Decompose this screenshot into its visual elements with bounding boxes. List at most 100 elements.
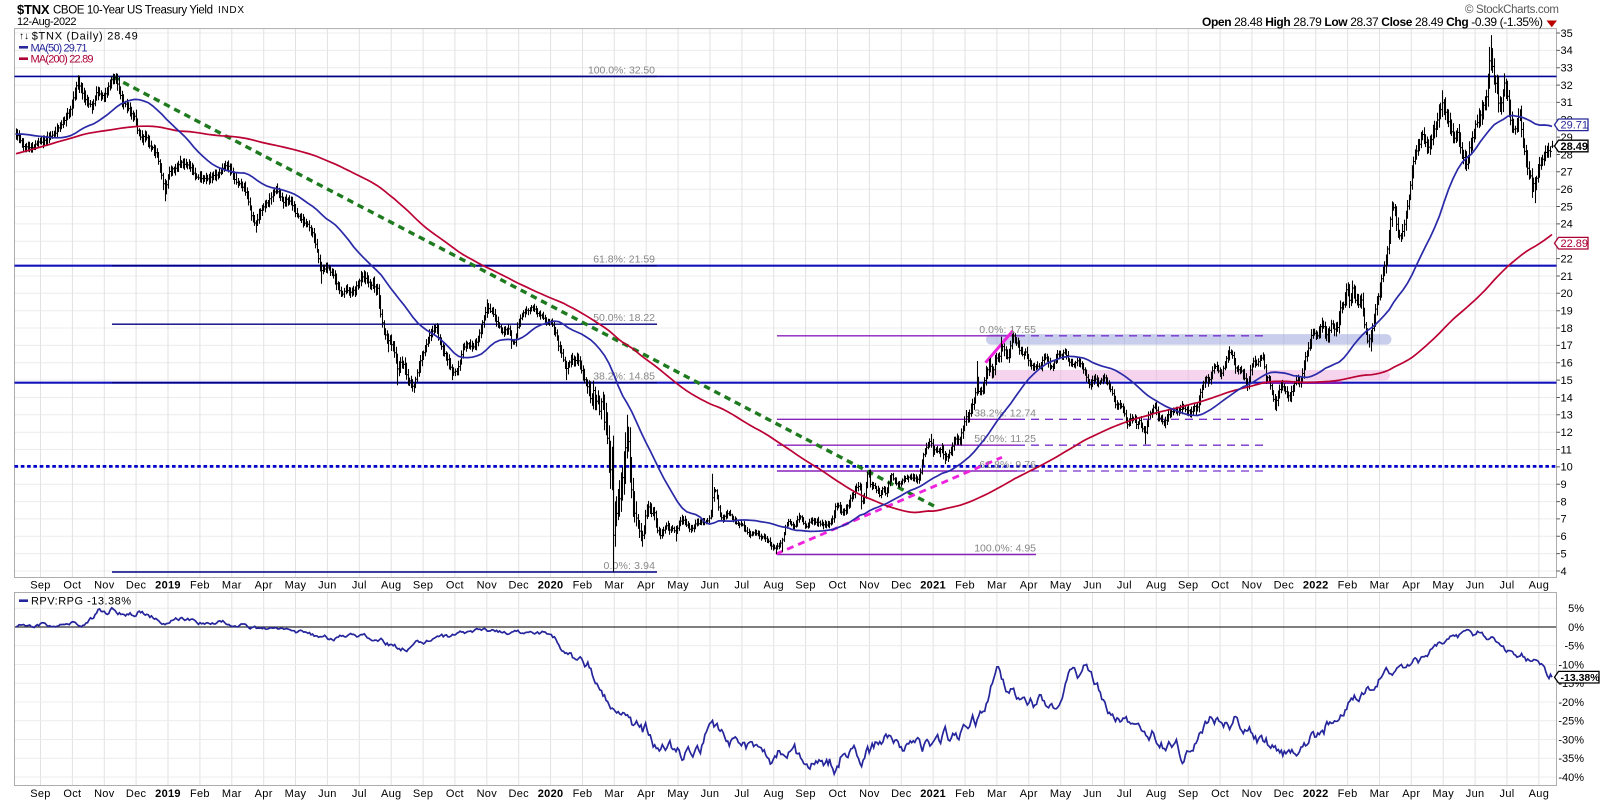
svg-text:$TNX: $TNX: [17, 2, 50, 17]
svg-text:May: May: [1050, 788, 1072, 800]
svg-text:9: 9: [1561, 479, 1567, 491]
svg-text:-20%: -20%: [1558, 697, 1584, 709]
svg-text:Oct: Oct: [1211, 788, 1229, 800]
svg-text:Jun: Jun: [318, 788, 337, 800]
svg-text:38.2%: 12.74: 38.2%: 12.74: [974, 407, 1036, 419]
svg-text:Apr: Apr: [1402, 788, 1420, 800]
svg-text:8: 8: [1561, 496, 1567, 508]
svg-text:Feb: Feb: [190, 580, 210, 592]
svg-text:13: 13: [1561, 410, 1573, 422]
svg-text:May: May: [1432, 580, 1454, 592]
svg-text:Oct: Oct: [828, 580, 846, 592]
svg-text:32: 32: [1561, 80, 1573, 92]
svg-text:22: 22: [1561, 253, 1573, 265]
svg-text:27: 27: [1561, 167, 1573, 179]
svg-text:21: 21: [1561, 271, 1573, 283]
svg-text:Dec: Dec: [1274, 788, 1295, 800]
svg-text:7: 7: [1561, 514, 1567, 526]
svg-text:Apr: Apr: [637, 788, 655, 800]
svg-text:Oct: Oct: [63, 580, 81, 592]
svg-text:6: 6: [1561, 531, 1567, 543]
svg-text:100.0%: 32.50: 100.0%: 32.50: [588, 64, 655, 76]
svg-text:Jun: Jun: [1466, 788, 1485, 800]
svg-text:May: May: [1050, 580, 1072, 592]
svg-text:Jun: Jun: [1083, 788, 1102, 800]
svg-text:Jul: Jul: [1500, 580, 1515, 592]
svg-text:Oct: Oct: [446, 580, 464, 592]
svg-text:Apr: Apr: [637, 580, 655, 592]
svg-text:2021: 2021: [920, 788, 946, 800]
svg-text:Mar: Mar: [1370, 580, 1390, 592]
svg-text:RPV:RPG -13.38%: RPV:RPG -13.38%: [31, 596, 131, 608]
svg-text:INDX: INDX: [218, 5, 244, 16]
svg-text:Aug: Aug: [1529, 788, 1549, 800]
svg-text:Nov: Nov: [1242, 580, 1263, 592]
svg-text:Mar: Mar: [604, 580, 624, 592]
svg-text:Jul: Jul: [1117, 788, 1132, 800]
svg-text:May: May: [285, 580, 307, 592]
svg-text:2019: 2019: [155, 580, 181, 592]
svg-text:Apr: Apr: [255, 788, 273, 800]
svg-text:2019: 2019: [155, 788, 181, 800]
svg-text:May: May: [285, 788, 307, 800]
svg-text:26: 26: [1561, 184, 1573, 196]
svg-text:Aug: Aug: [1146, 580, 1166, 592]
svg-text:Feb: Feb: [1338, 580, 1358, 592]
svg-text:MA(200) 22.89: MA(200) 22.89: [31, 54, 94, 66]
svg-text:0.0%: 3.94: 0.0%: 3.94: [604, 560, 656, 572]
svg-text:Sep: Sep: [1178, 580, 1198, 592]
svg-text:Feb: Feb: [1338, 788, 1358, 800]
svg-text:Mar: Mar: [1370, 788, 1390, 800]
svg-text:Mar: Mar: [987, 580, 1007, 592]
svg-text:Sep: Sep: [30, 788, 50, 800]
svg-text:-40%: -40%: [1558, 772, 1584, 784]
svg-text:May: May: [1432, 788, 1454, 800]
svg-text:Feb: Feb: [190, 788, 210, 800]
svg-text:CBOE 10-Year US Treasury Yield: CBOE 10-Year US Treasury Yield: [53, 5, 213, 17]
svg-text:Nov: Nov: [94, 580, 115, 592]
svg-text:15: 15: [1561, 375, 1573, 387]
svg-text:Sep: Sep: [1178, 788, 1198, 800]
svg-text:Apr: Apr: [1020, 788, 1038, 800]
svg-text:17: 17: [1561, 340, 1573, 352]
svg-text:4: 4: [1561, 566, 1567, 578]
svg-text:Dec: Dec: [126, 788, 147, 800]
svg-text:Aug: Aug: [381, 580, 401, 592]
svg-text:20: 20: [1561, 288, 1573, 300]
svg-text:Dec: Dec: [508, 580, 529, 592]
svg-text:5%: 5%: [1568, 603, 1584, 615]
svg-text:Jul: Jul: [1500, 788, 1515, 800]
svg-text:Mar: Mar: [987, 788, 1007, 800]
svg-text:-13.38%: -13.38%: [1561, 672, 1600, 684]
svg-text:5: 5: [1561, 548, 1567, 560]
svg-text:Feb: Feb: [955, 580, 975, 592]
svg-text:Feb: Feb: [573, 580, 593, 592]
svg-text:-25%: -25%: [1558, 716, 1584, 728]
svg-text:38.2%: 14.85: 38.2%: 14.85: [593, 371, 655, 383]
svg-text:0.0%: 17.55: 0.0%: 17.55: [979, 324, 1036, 336]
svg-text:100.0%: 4.95: 100.0%: 4.95: [974, 543, 1036, 555]
svg-text:Nov: Nov: [859, 580, 880, 592]
svg-text:Mar: Mar: [222, 580, 242, 592]
svg-text:Sep: Sep: [795, 580, 815, 592]
svg-text:-5%: -5%: [1564, 641, 1584, 653]
svg-text:31: 31: [1561, 97, 1573, 109]
svg-text:50.0%: 18.22: 50.0%: 18.22: [593, 312, 655, 324]
svg-text:22.89: 22.89: [1561, 238, 1589, 250]
svg-text:Dec: Dec: [126, 580, 147, 592]
svg-text:Jun: Jun: [318, 580, 337, 592]
svg-text:Jun: Jun: [701, 788, 720, 800]
svg-text:Sep: Sep: [413, 788, 433, 800]
svg-text:Jul: Jul: [352, 788, 367, 800]
svg-text:2021: 2021: [920, 580, 946, 592]
svg-text:Jun: Jun: [701, 580, 720, 592]
svg-text:Aug: Aug: [1529, 580, 1549, 592]
svg-text:Nov: Nov: [1242, 788, 1263, 800]
svg-text:Aug: Aug: [763, 580, 783, 592]
svg-text:Dec: Dec: [891, 580, 912, 592]
svg-text:29.71: 29.71: [1561, 120, 1589, 132]
svg-text:Nov: Nov: [477, 580, 498, 592]
svg-text:Feb: Feb: [573, 788, 593, 800]
svg-text:Feb: Feb: [955, 788, 975, 800]
svg-text:25: 25: [1561, 201, 1573, 213]
